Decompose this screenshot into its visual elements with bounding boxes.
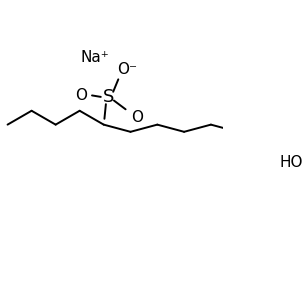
Text: S: S (103, 88, 114, 106)
Text: O: O (75, 88, 87, 103)
Text: HO: HO (280, 155, 303, 170)
Text: O⁻: O⁻ (117, 62, 137, 77)
Text: Na⁺: Na⁺ (80, 50, 109, 65)
Text: O: O (131, 110, 143, 125)
